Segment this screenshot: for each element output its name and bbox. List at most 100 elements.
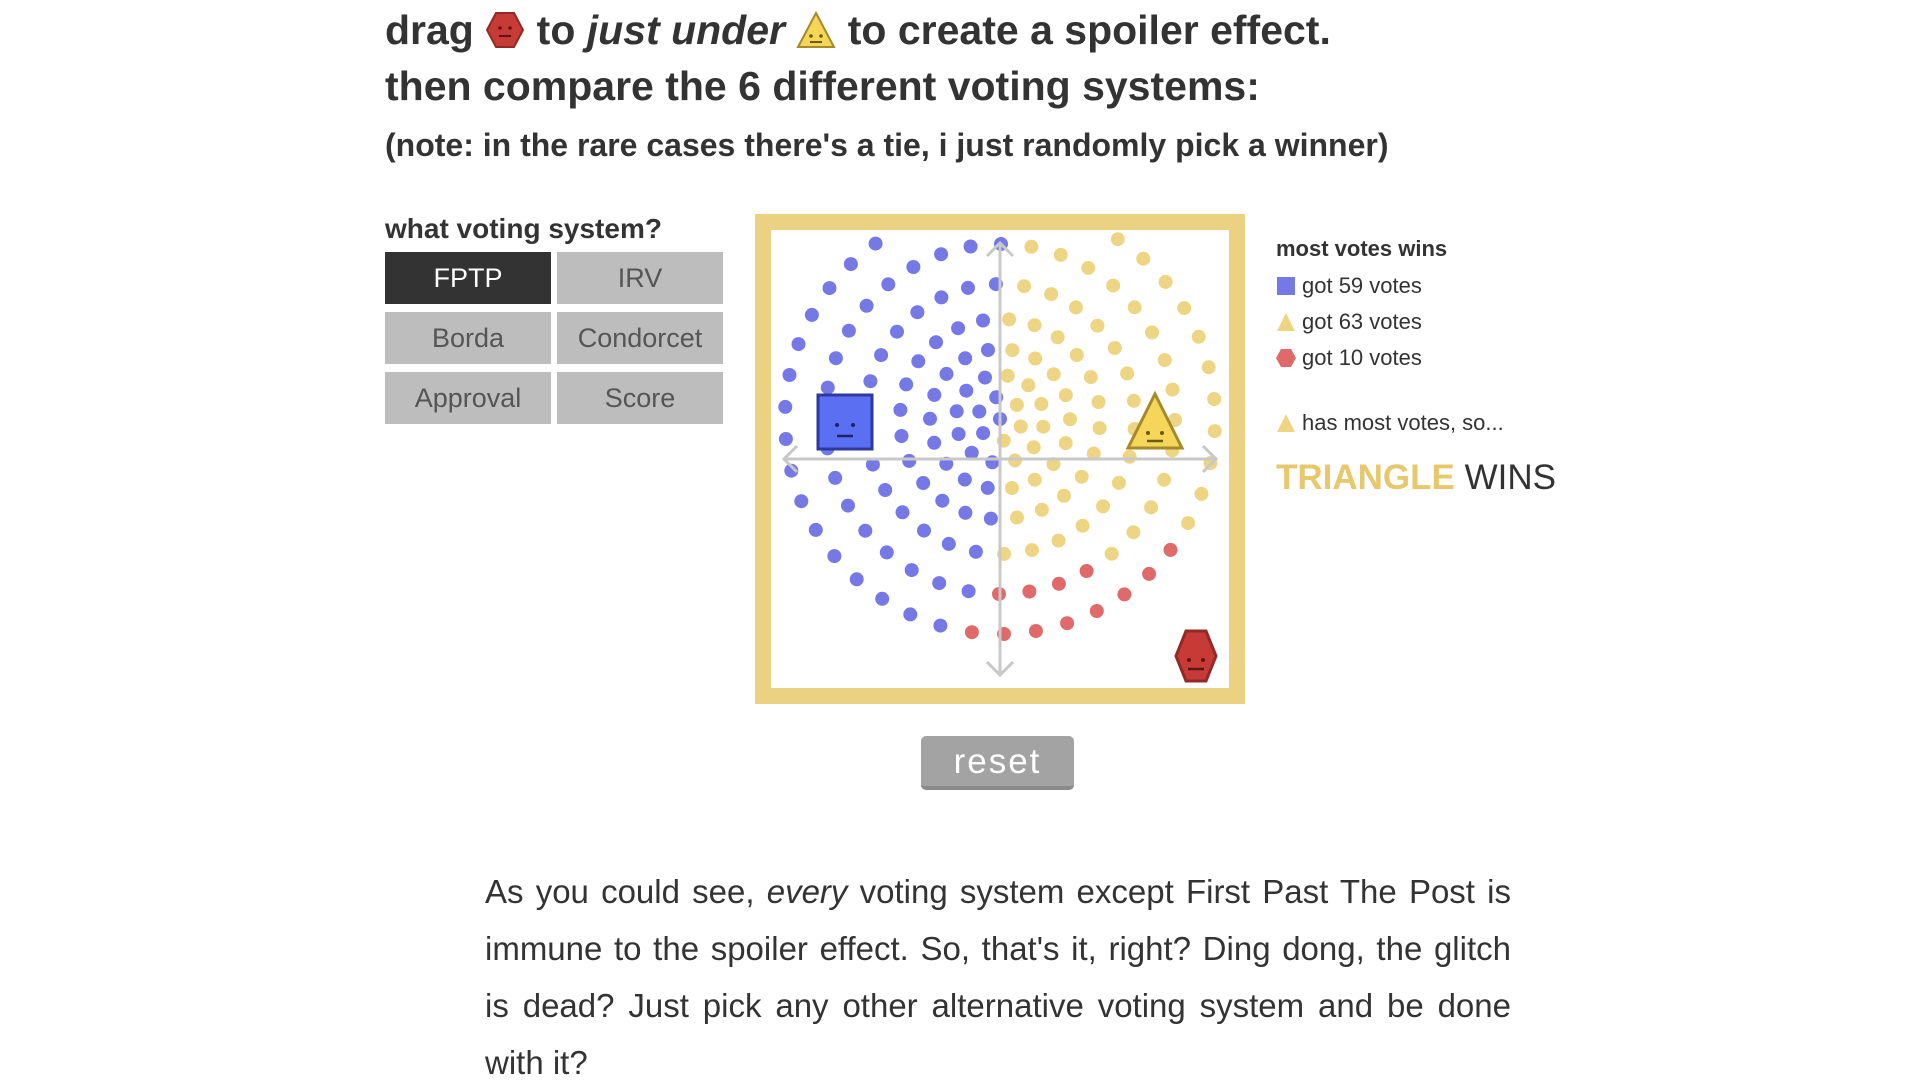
voter-dot <box>958 505 973 520</box>
voter-dot <box>1069 348 1084 362</box>
voter-dot <box>1090 318 1105 333</box>
voter-dot <box>1044 287 1059 302</box>
voter-dot <box>968 544 983 559</box>
triangle-icon <box>1277 313 1295 331</box>
voter-dot <box>822 281 837 296</box>
voter-dot <box>949 404 964 419</box>
voter-dot <box>1089 604 1104 618</box>
voter-dot <box>1036 419 1051 434</box>
voter-dot <box>932 576 947 591</box>
voter-dot <box>1021 378 1036 393</box>
result-row-triangle: got 63 votes <box>1276 304 1606 340</box>
voter-dot <box>893 402 908 417</box>
voter-dot <box>1081 260 1096 275</box>
voter-dot <box>958 351 973 366</box>
voter-dot <box>841 498 855 513</box>
voter-dot <box>985 455 1000 470</box>
triangle-icon <box>796 10 837 48</box>
voter-dot <box>1191 329 1206 344</box>
voter-dot <box>1013 419 1028 434</box>
voter-dot <box>934 247 949 262</box>
voter-dot <box>1126 525 1141 540</box>
voter-dot <box>961 584 976 599</box>
voter-dot <box>859 298 874 313</box>
voter-dot <box>927 387 942 402</box>
voter-dot <box>1057 488 1071 503</box>
voter-dot <box>778 399 793 414</box>
result-row-square: got 59 votes <box>1276 268 1606 304</box>
body-paragraph: As you could see, every voting system ex… <box>485 873 1511 1081</box>
voter-dot <box>782 368 797 382</box>
voter-dot <box>1207 392 1222 406</box>
voter-dot <box>1201 360 1216 375</box>
triangle-candidate[interactable] <box>1125 390 1185 450</box>
voter-dot <box>1075 518 1090 533</box>
voting-system-label: what voting system? <box>385 213 662 244</box>
winner-name: TRIANGLE <box>1276 458 1455 497</box>
square-candidate[interactable] <box>816 393 874 451</box>
voter-dot <box>976 426 991 441</box>
winner-announcement: TRIANGLE WINS <box>1276 458 1606 498</box>
voter-dot <box>1017 279 1032 294</box>
voter-dot <box>1165 382 1180 397</box>
system-button-borda[interactable]: Borda <box>385 312 551 364</box>
voter-dot <box>1002 312 1017 327</box>
voter-dot <box>778 432 793 446</box>
reset-button[interactable]: reset <box>921 736 1074 790</box>
voter-dot <box>917 523 931 538</box>
voter-dot <box>820 380 835 395</box>
voter-dot <box>906 260 921 274</box>
voter-dot <box>1136 251 1151 266</box>
voter-dot <box>1126 393 1141 408</box>
voter-dot <box>939 366 954 381</box>
voter-dot <box>899 377 914 392</box>
system-button-condorcet[interactable]: Condorcet <box>557 312 723 364</box>
voter-dot <box>929 335 943 350</box>
voter-dot <box>1079 564 1094 578</box>
voter-dot <box>978 370 992 385</box>
voter-dot <box>1046 367 1061 382</box>
voter-dot <box>1158 274 1173 289</box>
voter-dot <box>1046 457 1061 472</box>
system-button-score[interactable]: Score <box>557 372 723 424</box>
voter-dot <box>1177 301 1192 316</box>
system-button-irv[interactable]: IRV <box>557 252 723 304</box>
voter-dot <box>828 351 843 366</box>
voter-dot <box>1181 516 1196 531</box>
voter-dot <box>972 404 987 419</box>
voter-dot <box>961 280 975 295</box>
axes <box>781 240 1219 678</box>
voter-dot <box>895 505 910 520</box>
voter-dot <box>1086 446 1101 461</box>
voter-dot <box>951 321 966 336</box>
voter-dot <box>1028 624 1043 638</box>
voter-dot <box>1027 472 1042 487</box>
voter-dot <box>903 607 918 622</box>
voter-dot <box>1106 278 1121 293</box>
hexagon-candidate[interactable] <box>1174 629 1218 683</box>
voter-dot <box>1092 421 1107 436</box>
voter-dot <box>1024 239 1039 254</box>
voter-dot <box>1194 486 1209 501</box>
voter-dot <box>1058 436 1073 451</box>
voter-dot <box>1142 566 1157 581</box>
voter-dot <box>1157 472 1172 487</box>
voter-dot <box>1110 232 1125 247</box>
voter-dot <box>1157 353 1172 368</box>
voter-dot <box>911 354 926 369</box>
hexagon-icon <box>486 12 525 48</box>
election-simulation[interactable] <box>755 214 1245 704</box>
voter-dot <box>951 427 966 441</box>
voter-dot <box>935 493 950 508</box>
winner-suffix: WINS <box>1464 458 1557 497</box>
voter-dot <box>1207 424 1222 439</box>
voter-dot <box>827 549 842 564</box>
system-button-fptp[interactable]: FPTP <box>385 252 551 304</box>
voter-dot <box>1051 533 1066 548</box>
voter-dot <box>843 257 858 272</box>
system-button-approval[interactable]: Approval <box>385 372 551 424</box>
voter-dot <box>878 483 893 497</box>
voter-dot <box>1063 412 1077 427</box>
voter-dot <box>1144 500 1159 515</box>
triangle-icon <box>1277 414 1295 432</box>
